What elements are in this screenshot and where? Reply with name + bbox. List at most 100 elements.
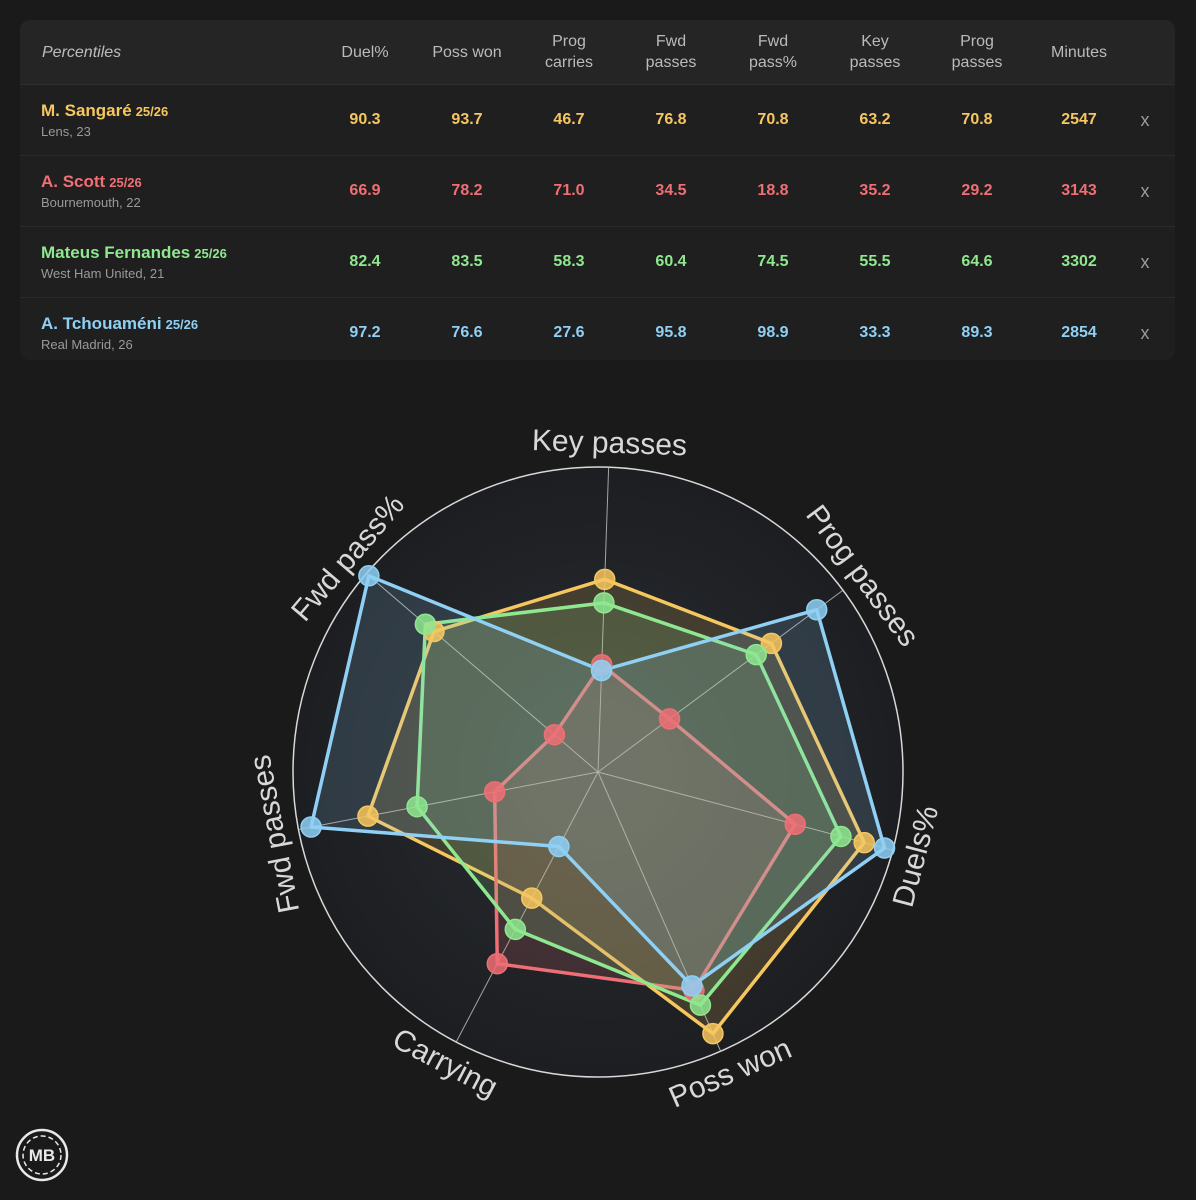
player-season: 25/26	[165, 317, 199, 332]
radar-spoke	[298, 771, 599, 830]
cell-prog-passes: 29.2	[961, 182, 993, 199]
radar-point	[406, 795, 428, 818]
cell-fwd-passes: 60.4	[655, 253, 687, 270]
radar-point	[483, 781, 506, 803]
header-minutes[interactable]: Minutes	[1050, 43, 1108, 61]
cell-poss-won: 78.2	[451, 182, 483, 199]
player-name-text: M. Sangaré	[41, 101, 132, 120]
cell-prog-passes: 64.6	[961, 253, 993, 270]
remove-player-button[interactable]: x	[1140, 109, 1150, 130]
radar-point	[593, 568, 616, 591]
header-fwd-passes[interactable]: Fwd passes	[645, 33, 697, 71]
cell-prog-passes: 89.3	[961, 324, 993, 341]
cell-prog-passes: 70.8	[961, 111, 993, 128]
radar-point	[745, 643, 767, 666]
cell-prog-carries: 58.3	[553, 253, 585, 270]
radar-point	[784, 813, 806, 836]
radar-axis-label: Key passes	[531, 424, 687, 462]
radar-point	[873, 837, 896, 859]
player-row: Mateus Fernandes 25/26 West Ham United, 21…	[20, 227, 1175, 298]
radar-point	[300, 816, 322, 838]
cell-duel-pct: 97.2	[349, 324, 381, 341]
header-poss-won[interactable]: Poss won	[432, 43, 502, 61]
cell-fwd-pass-pct: 70.8	[757, 111, 789, 128]
cell-fwd-passes: 34.5	[655, 182, 687, 199]
radar-point	[593, 592, 615, 614]
radar-point	[590, 659, 613, 682]
cell-key-passes: 55.5	[859, 253, 891, 270]
player-season: 25/26	[194, 246, 227, 261]
mb-logo: MB	[15, 1128, 69, 1182]
cell-fwd-pass-pct: 74.5	[757, 253, 789, 270]
radar-point	[702, 1022, 724, 1045]
player-season: 25/26	[135, 104, 169, 119]
radar-point	[681, 975, 703, 997]
player-row: M. Sangaré 25/26 Lens, 23 90.3 93.7 46.7 76.8 7…	[20, 85, 1175, 156]
cell-fwd-passes: 76.8	[655, 111, 687, 128]
cell-duel-pct: 66.9	[349, 182, 381, 199]
cell-key-passes: 35.2	[859, 182, 891, 199]
header-fwd-pass-pct[interactable]: Fwd pass%	[748, 33, 798, 71]
cell-fwd-pass-pct: 18.8	[757, 182, 789, 199]
radar-point	[548, 835, 570, 858]
radar-point	[853, 831, 875, 854]
player-info: Lens, 23	[41, 124, 91, 139]
player-season: 25/26	[109, 175, 142, 190]
player-name[interactable]: M. Sangaré 25/26	[41, 101, 168, 121]
cell-minutes: 3302	[1061, 253, 1097, 270]
radar-point	[504, 918, 527, 941]
cell-fwd-passes: 95.8	[655, 324, 687, 341]
radar-series-area	[492, 662, 797, 993]
table-header: Percentiles Duel% Poss won Prog carries F…	[20, 20, 1175, 85]
cell-duel-pct: 82.4	[349, 253, 381, 270]
radar-point	[830, 825, 852, 848]
radar-spoke	[597, 589, 844, 773]
header-prog-passes[interactable]: Prog passes	[951, 33, 1003, 71]
player-info: West Ham United, 21	[41, 266, 165, 281]
radar-point	[543, 723, 566, 746]
header-key-passes[interactable]: Key passes	[849, 33, 901, 71]
header-percentiles: Percentiles	[42, 43, 122, 61]
remove-player-button[interactable]: x	[1140, 180, 1150, 201]
radar-point	[358, 565, 380, 587]
cell-prog-carries: 46.7	[553, 111, 585, 128]
cell-minutes: 3143	[1061, 182, 1097, 199]
header-prog-carries[interactable]: Prog carries	[544, 33, 593, 71]
radar-series-area	[309, 574, 887, 988]
player-name[interactable]: A. Scott 25/26	[41, 172, 142, 192]
player-info: Real Madrid, 26	[41, 337, 133, 352]
player-name[interactable]: A. Tchouaméni 25/26	[41, 314, 198, 334]
radar-point	[357, 805, 379, 827]
radar-spoke	[597, 467, 610, 773]
radar-point	[805, 598, 828, 621]
cell-prog-carries: 71.0	[553, 182, 585, 199]
cell-poss-won: 83.5	[451, 253, 483, 270]
player-name-text: Mateus Fernandes	[41, 243, 191, 262]
radar-point	[521, 887, 543, 909]
remove-player-button[interactable]: x	[1140, 251, 1150, 272]
radar-point	[689, 994, 712, 1016]
cell-prog-carries: 27.6	[553, 324, 585, 341]
cell-minutes: 2547	[1061, 111, 1097, 128]
radar-point	[414, 613, 437, 635]
cell-key-passes: 63.2	[859, 111, 891, 128]
logo-text: MB	[29, 1146, 55, 1165]
player-row: A. Scott 25/26 Bournemouth, 22 66.9 78.2 71.0…	[20, 156, 1175, 227]
player-row: A. Tchouaméni 25/26 Real Madrid, 26 97.2 76.…	[20, 298, 1175, 360]
radar-point	[486, 952, 509, 975]
cell-key-passes: 33.3	[859, 324, 891, 341]
player-name-text: A. Scott	[41, 172, 106, 191]
player-name[interactable]: Mateus Fernandes 25/26	[41, 243, 227, 263]
cell-minutes: 2854	[1061, 324, 1097, 341]
remove-player-button[interactable]: x	[1140, 322, 1150, 343]
cell-poss-won: 93.7	[451, 111, 483, 128]
header-duel-pct[interactable]: Duel%	[341, 43, 389, 61]
player-name-text: A. Tchouaméni	[41, 314, 162, 333]
radar-point	[658, 708, 681, 730]
percentiles-table: Percentiles Duel% Poss won Prog carries F…	[20, 20, 1175, 360]
cell-poss-won: 76.6	[451, 324, 483, 341]
cell-duel-pct: 90.3	[349, 111, 381, 128]
player-info: Bournemouth, 22	[41, 195, 141, 210]
radar-point	[760, 632, 783, 655]
